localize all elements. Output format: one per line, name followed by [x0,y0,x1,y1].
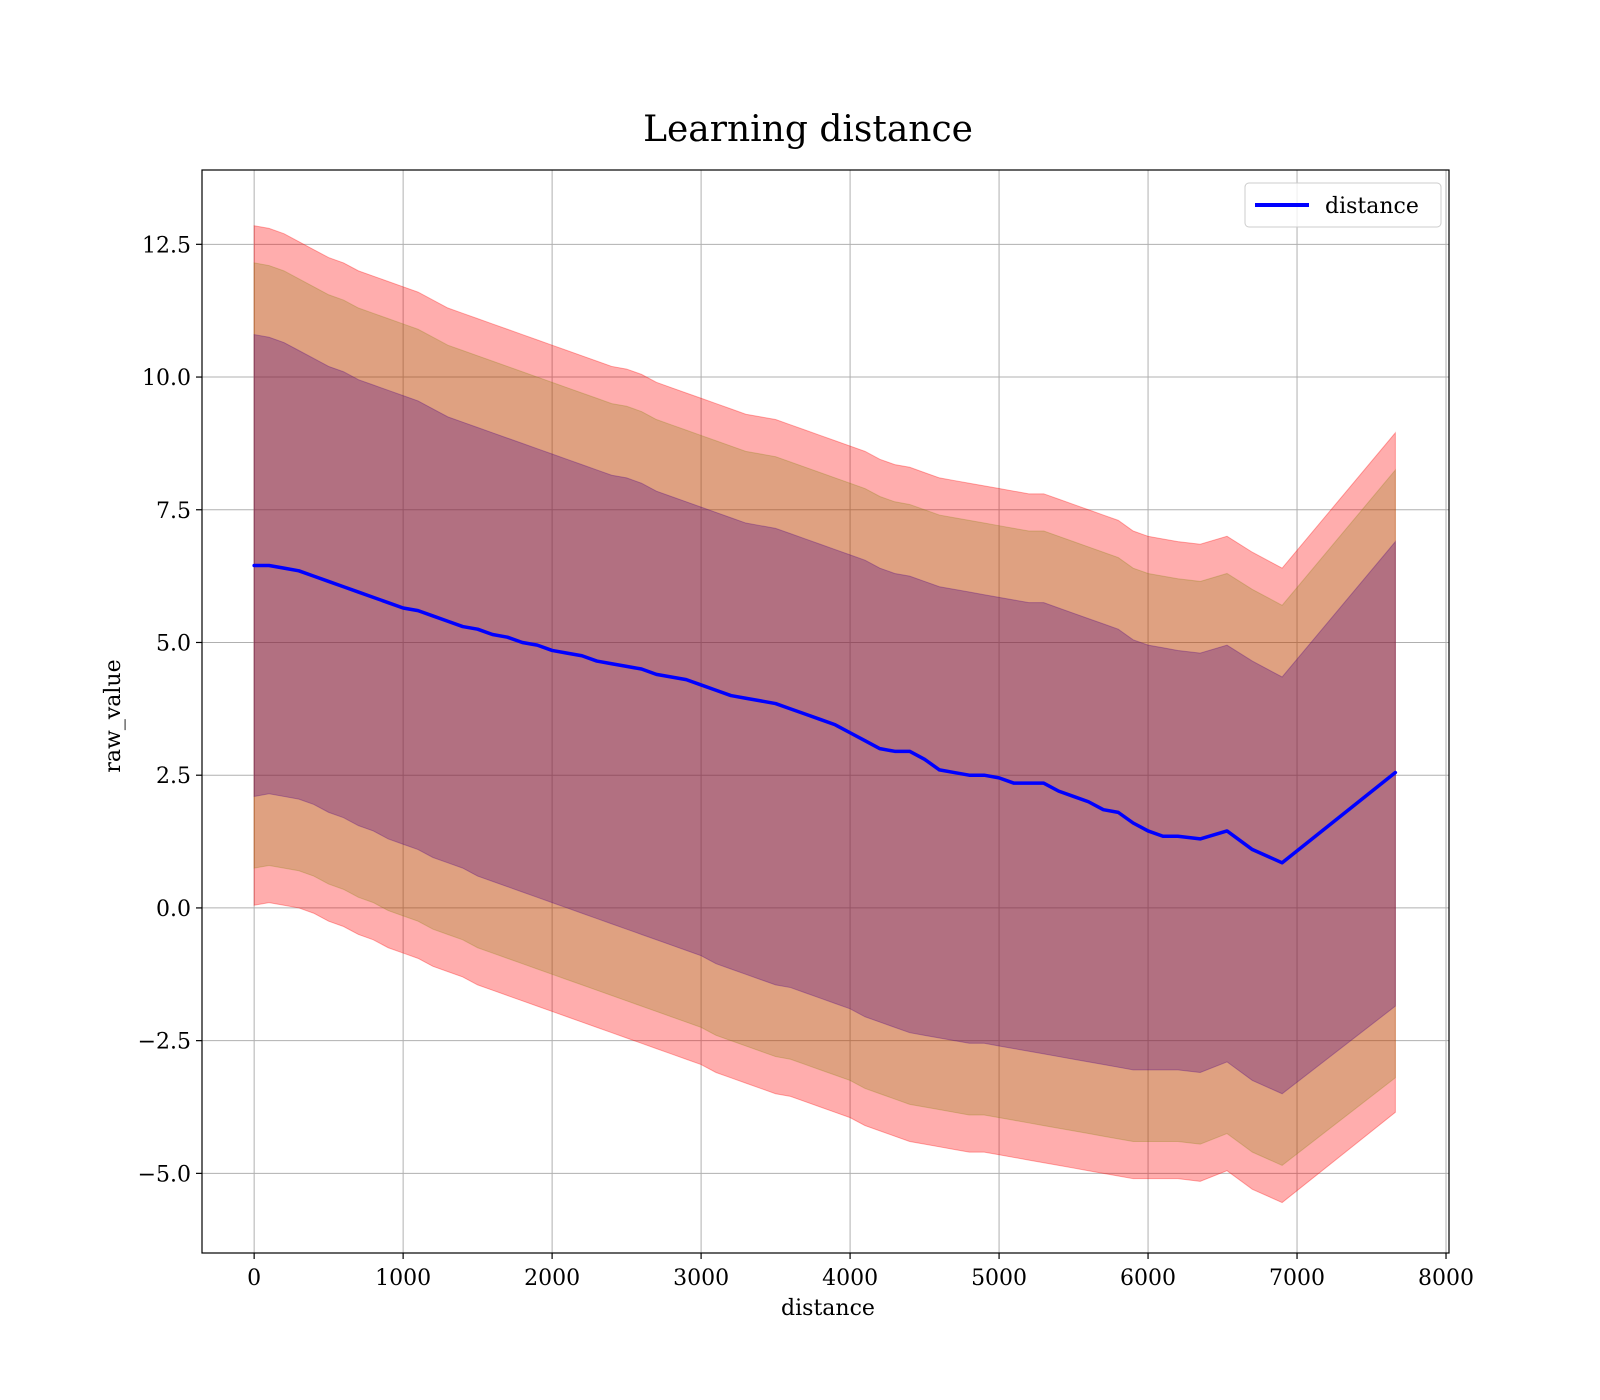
confidence-bands [253,225,1396,1204]
x-tick-label-2: 2000 [524,1266,580,1291]
series-line-distance [252,563,1398,865]
band-2 [253,333,1396,1095]
x-tick-label-1: 1000 [375,1266,431,1291]
y-tick-label-7: 12.5 [142,233,191,258]
x-tick-label-8: 8000 [1418,1266,1474,1291]
axes [201,169,1450,1254]
ticks: 0 1000 2000 3000 4000 5000 6000 7000 8000 −5.0 −2.… [138,233,1474,1291]
y-tick-label-6: 10.0 [142,366,191,391]
x-tick-label-6: 6000 [1120,1266,1176,1291]
legend: distance [1244,182,1442,228]
x-tick-label-4: 4000 [822,1266,878,1291]
x-axis-label: distance [781,1296,875,1321]
series-lines [252,563,1398,865]
grid-lines [202,170,1449,1253]
band-1 [253,262,1396,1166]
y-tick-label-3: 2.5 [156,764,191,789]
y-tick-label-0: −5.0 [138,1162,191,1187]
y-tick-label-4: 5.0 [156,631,191,656]
x-tick-label-7: 7000 [1269,1266,1325,1291]
plot-frame [201,169,1450,1254]
y-tick-label-5: 7.5 [156,499,191,524]
chart-title: Learning distance [643,109,973,150]
x-tick-label-3: 3000 [673,1266,729,1291]
band-0 [253,225,1396,1204]
y-tick-label-2: 0.0 [156,897,191,922]
x-tick-label-5: 5000 [971,1266,1027,1291]
y-tick-label-1: −2.5 [138,1030,191,1055]
legend-box [1244,182,1442,228]
legend-label-distance: distance [1325,194,1419,219]
y-axis-label: raw_value [101,659,126,772]
x-tick-label-0: 0 [247,1266,261,1291]
